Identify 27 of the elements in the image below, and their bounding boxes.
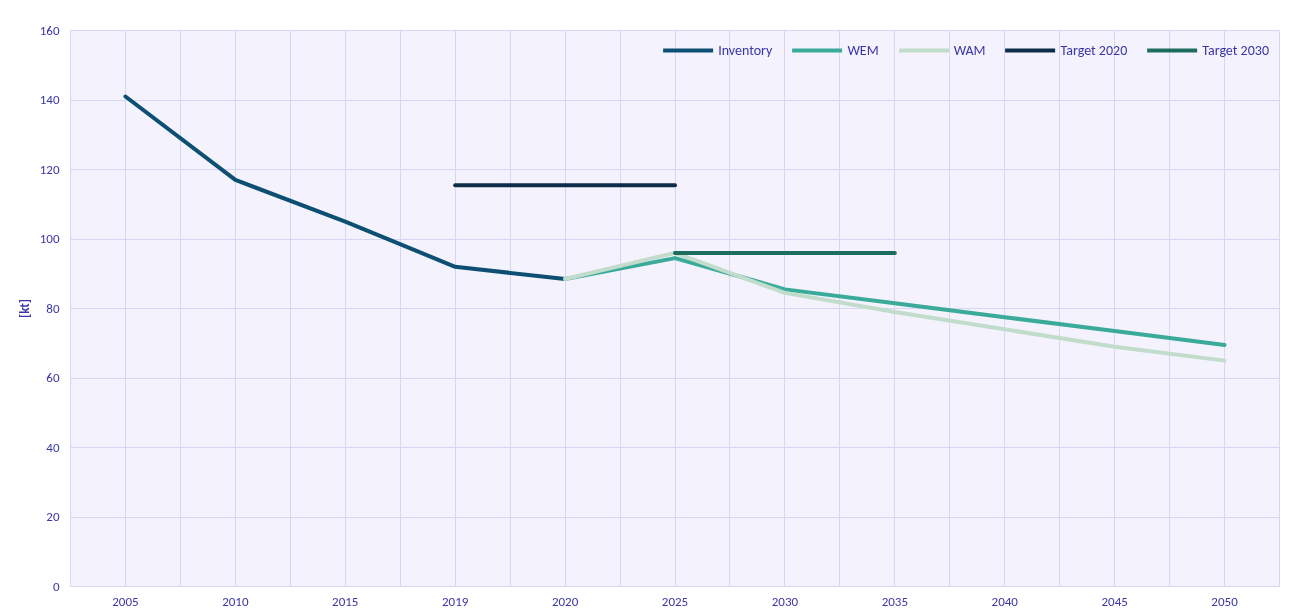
y-tick-label: 20	[46, 509, 60, 524]
x-tick-label: 2020	[551, 593, 579, 608]
x-tick-label: 2045	[1101, 593, 1128, 608]
x-tick-label: 2035	[881, 593, 908, 608]
y-tick-label: 80	[46, 300, 60, 316]
x-tick-label: 2015	[332, 593, 359, 608]
x-tick-label: 2025	[661, 593, 689, 608]
y-tick-label: 160	[39, 22, 60, 38]
line-series	[563, 250, 1227, 363]
x-tick-label: 2005	[112, 593, 139, 608]
x-tick-label: 2030	[771, 593, 799, 608]
y-tick-label: 140	[39, 92, 60, 107]
legend-label: Inventory	[718, 41, 773, 59]
y-axis-title: [kt]	[16, 298, 32, 319]
x-tick-label: 2050	[1211, 593, 1239, 608]
legend-label: WEM	[847, 41, 879, 59]
x-tick-label: 2010	[222, 593, 249, 608]
legend-label: Target 2030	[1202, 41, 1269, 59]
y-tick-label: 100	[39, 231, 60, 246]
y-tick-label: 60	[46, 370, 60, 385]
y-tick-label: 40	[46, 439, 60, 455]
legend-label: Target 2020	[1060, 41, 1128, 59]
y-tick-label: 0	[52, 578, 60, 594]
legend-label: WAM	[953, 41, 986, 59]
x-tick-label: 2040	[991, 593, 1019, 608]
x-tick-label: 2019	[442, 593, 469, 608]
y-tick-label: 120	[39, 161, 60, 177]
